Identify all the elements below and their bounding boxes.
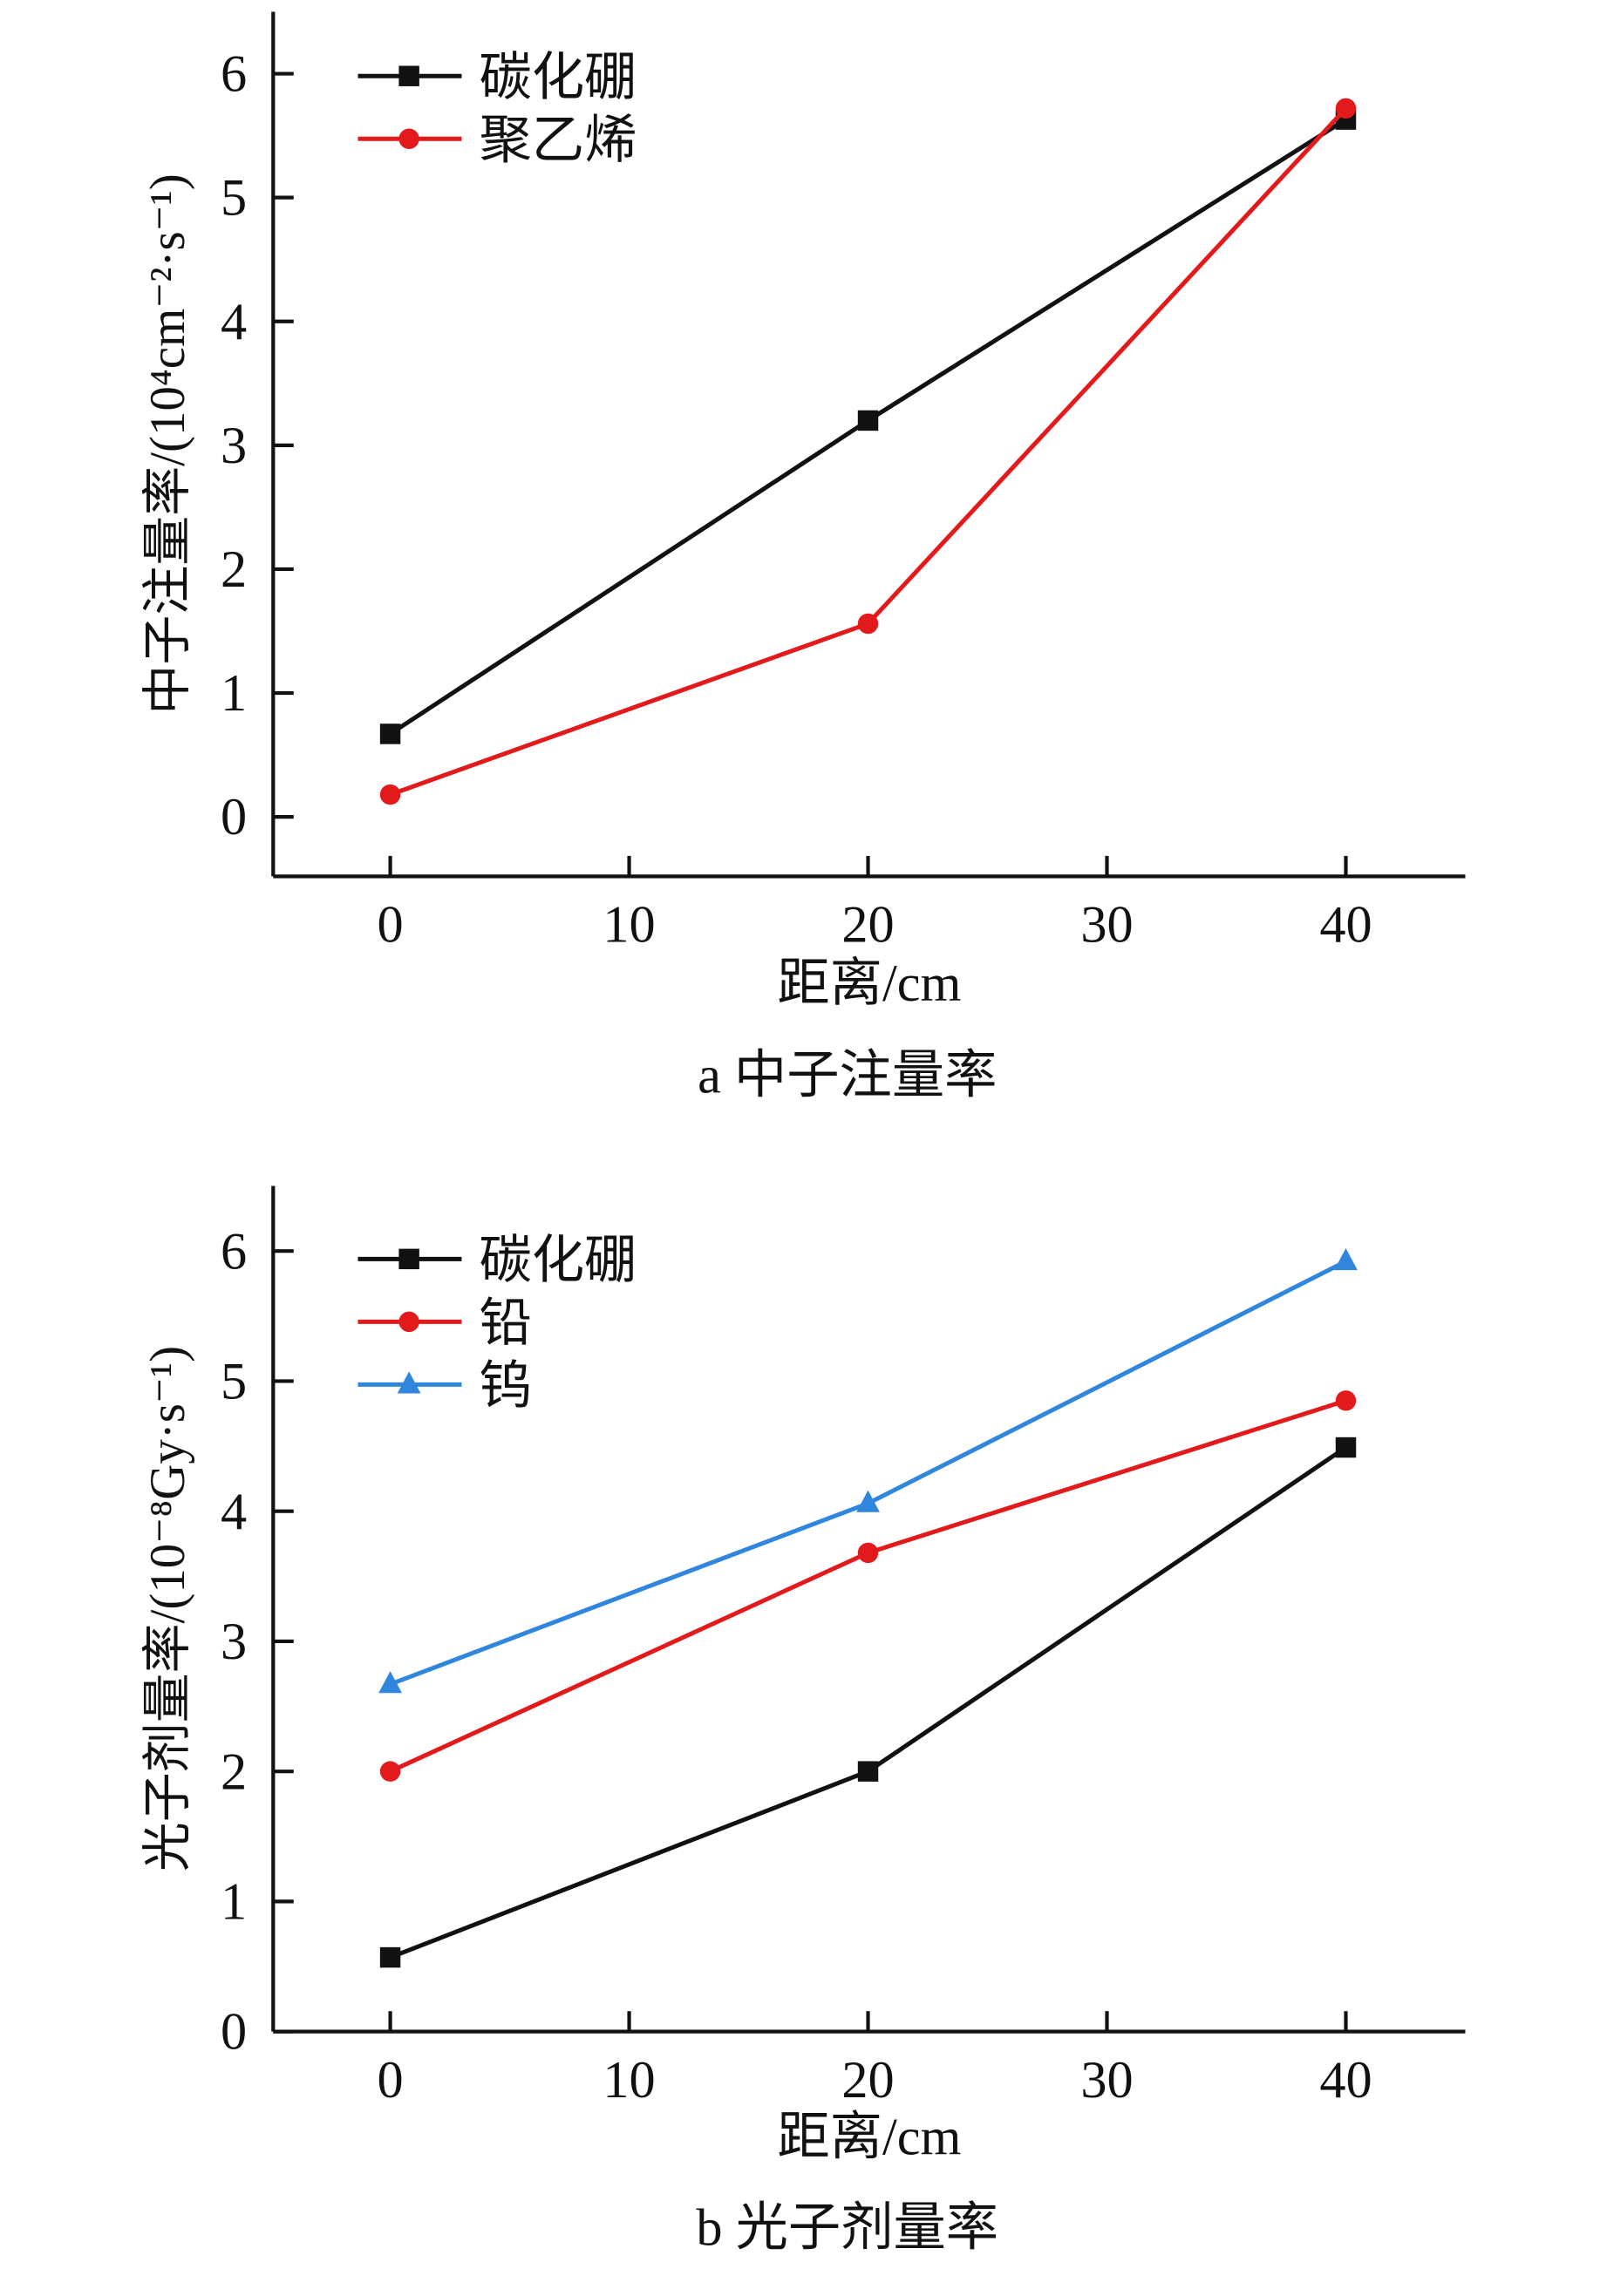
y-tick-label: 5 xyxy=(221,169,247,228)
y-tick-label: 5 xyxy=(221,1353,247,1411)
legend-item: 钨 xyxy=(357,1357,532,1416)
data-point xyxy=(1335,1437,1357,1458)
series-line xyxy=(389,1445,1347,1960)
series-line xyxy=(389,1398,1347,1774)
legend-item: 聚乙烯 xyxy=(357,112,637,170)
chart-b-photon-dose-rate: 0 10 20 30 40 0 1 2 3 4 5 6 距离/cm 光子剂量率/(10⁻⁸Gy·s⁻¹) b… xyxy=(140,1185,1466,2257)
x-tick-label: 0 xyxy=(377,2051,403,2109)
x-tick-label: 30 xyxy=(1080,2051,1133,2109)
y-tick-label: 3 xyxy=(221,417,247,475)
data-point xyxy=(378,1671,402,1694)
x-tick-label: 10 xyxy=(603,2051,655,2109)
data-point xyxy=(379,784,401,805)
data-point xyxy=(379,1946,401,1968)
legend-label: 碳化硼 xyxy=(480,1232,637,1290)
x-tick-label: 40 xyxy=(1319,2051,1372,2109)
data-point xyxy=(1335,98,1357,119)
chart-caption: a 中子注量率 xyxy=(698,1046,997,1104)
data-point xyxy=(857,613,879,635)
y-tick-label: 4 xyxy=(221,293,247,351)
y-axis-label: 中子注量率/(10⁴cm⁻²·s⁻¹) xyxy=(140,173,195,714)
series-1 xyxy=(379,98,1357,805)
y-axis-label: 光子剂量率/(10⁻⁸Gy·s⁻¹) xyxy=(140,1346,195,1871)
y-tick-label: 2 xyxy=(221,1742,247,1801)
legend-label: 碳化硼 xyxy=(480,49,637,107)
y-tick-label: 3 xyxy=(221,1613,247,1671)
data-point xyxy=(857,1761,879,1782)
legend-marker xyxy=(397,1371,421,1394)
x-tick-label: 0 xyxy=(377,896,403,954)
data-point xyxy=(379,723,401,744)
legend-label: 铅 xyxy=(480,1294,532,1353)
legend-item: 铅 xyxy=(357,1294,532,1353)
legend-marker xyxy=(398,128,419,149)
data-point xyxy=(1334,1248,1358,1271)
y-tick-label: 0 xyxy=(221,788,247,846)
y-tick-label: 1 xyxy=(221,664,247,723)
x-axis-label: 距离/cm xyxy=(777,2108,961,2166)
data-point xyxy=(856,1490,880,1512)
data-point xyxy=(1335,1390,1357,1411)
x-tick-label: 10 xyxy=(603,896,655,954)
legend-label: 聚乙烯 xyxy=(480,112,637,170)
y-tick-label: 6 xyxy=(221,1222,247,1280)
x-tick-label: 20 xyxy=(841,2051,894,2109)
series-2 xyxy=(378,1248,1358,1694)
chart-a-neutron-fluence-rate: 0 10 20 30 40 0 1 2 3 4 5 6 距离/cm 中子注量率/(10⁴cm⁻²·s⁻¹)… xyxy=(140,11,1466,1104)
legend-label: 钨 xyxy=(480,1357,532,1416)
y-tick-label: 1 xyxy=(221,1873,247,1932)
y-tick-label: 0 xyxy=(221,2003,247,2062)
x-tick-label: 40 xyxy=(1319,896,1372,954)
x-tick-label: 20 xyxy=(841,896,894,954)
legend-item: 碳化硼 xyxy=(357,49,637,107)
data-point xyxy=(857,1542,879,1564)
legend-marker xyxy=(398,1248,419,1270)
data-point xyxy=(379,1761,401,1782)
series-0 xyxy=(379,109,1357,744)
y-tick-label: 2 xyxy=(221,540,247,599)
series-0 xyxy=(379,1437,1357,1968)
chart-caption: b 光子剂量率 xyxy=(696,2198,998,2257)
x-axis-label: 距离/cm xyxy=(777,954,961,1013)
series-1 xyxy=(379,1390,1357,1782)
x-tick-label: 30 xyxy=(1080,896,1133,954)
y-tick-label: 6 xyxy=(221,45,247,104)
legend-item: 碳化硼 xyxy=(357,1232,637,1290)
series-line xyxy=(389,1259,1347,1687)
y-tick-label: 4 xyxy=(221,1483,247,1541)
data-point xyxy=(857,410,879,431)
legend-marker xyxy=(398,1311,419,1333)
legend-marker xyxy=(398,65,419,86)
